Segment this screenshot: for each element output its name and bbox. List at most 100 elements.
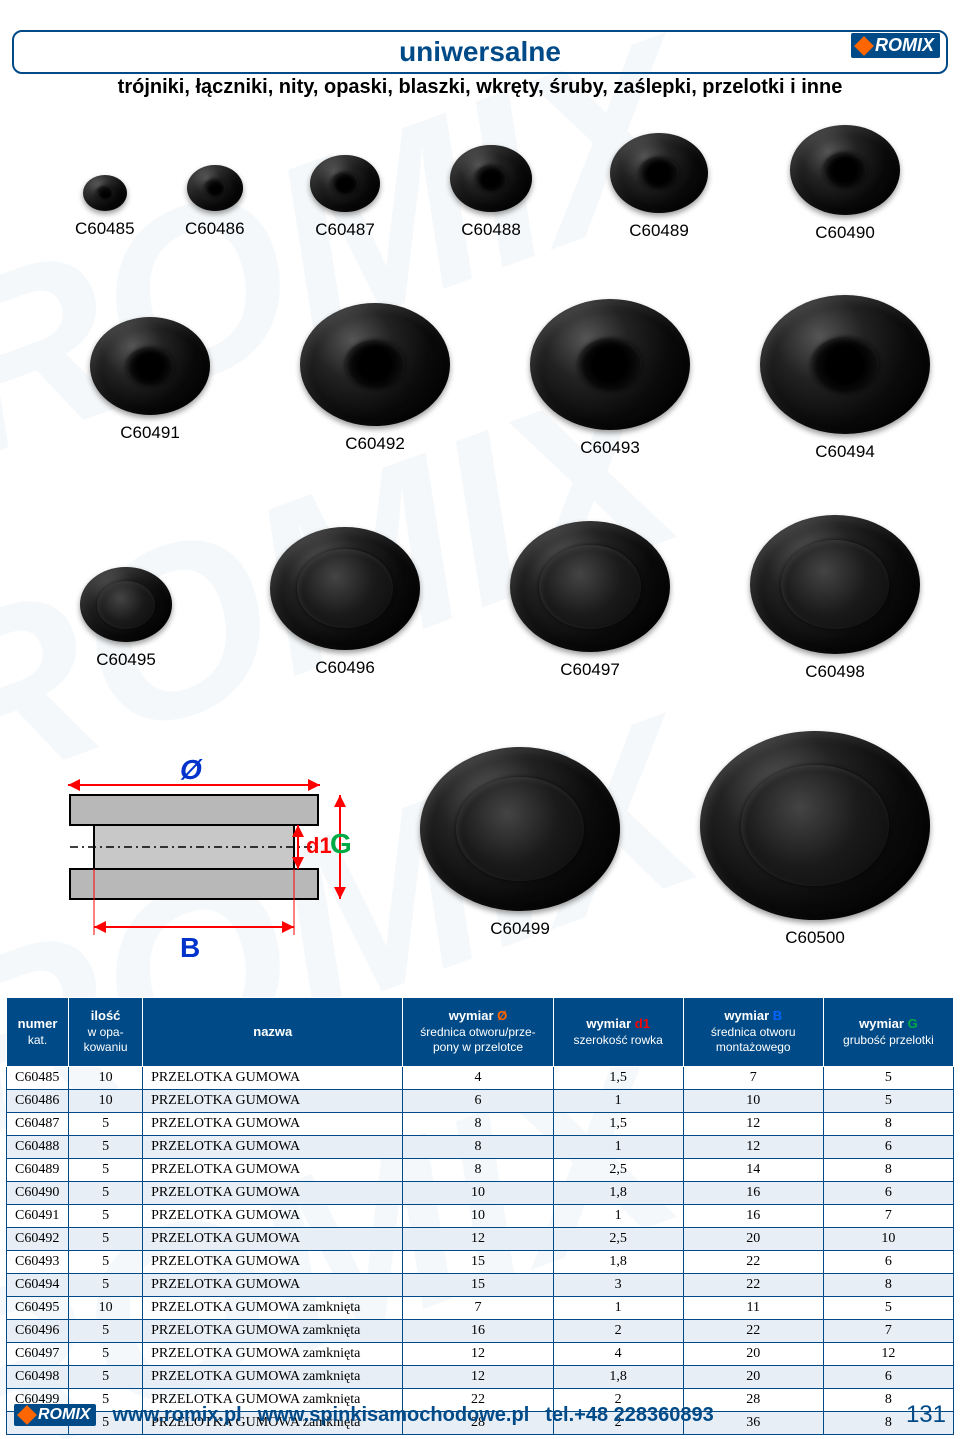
- table-cell: 1: [553, 1297, 683, 1320]
- brand-name: ROMIX: [875, 35, 934, 56]
- footer-url-1: www.romix.pl: [112, 1404, 241, 1427]
- table-cell: 1,5: [553, 1113, 683, 1136]
- grommet-image: [270, 527, 420, 650]
- table-cell: 4: [403, 1067, 553, 1090]
- table-cell: PRZELOTKA GUMOWA zamknięta: [143, 1343, 403, 1366]
- table-cell: 12: [403, 1228, 553, 1251]
- table-cell: 6: [403, 1090, 553, 1113]
- product-label: C60496: [270, 658, 420, 678]
- product-label: C60487: [310, 220, 380, 240]
- table-cell: 7: [823, 1320, 953, 1343]
- table-cell: C60496: [7, 1320, 69, 1343]
- table-cell: 1,5: [553, 1067, 683, 1090]
- table-cell: 1,8: [553, 1251, 683, 1274]
- table-cell: C60498: [7, 1366, 69, 1389]
- table-cell: 20: [683, 1366, 823, 1389]
- table-cell: 8: [823, 1274, 953, 1297]
- table-row: C604965PRZELOTKA GUMOWA zamknięta162227: [7, 1320, 954, 1343]
- table-cell: 5: [69, 1343, 143, 1366]
- table-cell: C60490: [7, 1182, 69, 1205]
- table-cell: 7: [823, 1205, 953, 1228]
- table-cell: PRZELOTKA GUMOWA: [143, 1090, 403, 1113]
- table-cell: 10: [69, 1297, 143, 1320]
- dimension-diagram: Ø d1 G B: [50, 757, 350, 982]
- product-label: C60497: [510, 660, 670, 680]
- table-cell: 3: [553, 1274, 683, 1297]
- table-body: C6048510PRZELOTKA GUMOWA41,575C6048610PR…: [7, 1067, 954, 1435]
- table-cell: C60485: [7, 1067, 69, 1090]
- footer-phone: tel.+48 228360893: [545, 1404, 714, 1427]
- product-C60487: C60487: [310, 155, 380, 240]
- table-cell: 20: [683, 1343, 823, 1366]
- table-cell: 5: [69, 1136, 143, 1159]
- product-C60495: C60495: [80, 567, 172, 670]
- table-cell: 10: [69, 1067, 143, 1090]
- table-cell: 15: [403, 1251, 553, 1274]
- product-C60499: C60499: [420, 747, 620, 939]
- table-row: C6049510PRZELOTKA GUMOWA zamknięta71115: [7, 1297, 954, 1320]
- grommet-image: [530, 299, 690, 430]
- product-label: C60489: [610, 221, 708, 241]
- table-cell: 10: [403, 1182, 553, 1205]
- table-row: C604885PRZELOTKA GUMOWA81126: [7, 1136, 954, 1159]
- grommet-image: [90, 317, 210, 415]
- product-label: C60490: [790, 223, 900, 243]
- table-cell: PRZELOTKA GUMOWA zamknięta: [143, 1320, 403, 1343]
- table-header: numerkat.: [7, 998, 69, 1067]
- grommet-image: [510, 521, 670, 652]
- table-header: wymiar Øśrednica otworu/prze-pony w prze…: [403, 998, 553, 1067]
- product-label: C60492: [300, 434, 450, 454]
- table-cell: 6: [823, 1366, 953, 1389]
- table-cell: 5: [69, 1366, 143, 1389]
- table-cell: PRZELOTKA GUMOWA: [143, 1113, 403, 1136]
- svg-text:d1: d1: [306, 833, 332, 858]
- table-cell: 5: [69, 1205, 143, 1228]
- product-label: C60488: [450, 220, 532, 240]
- table-cell: 5: [69, 1159, 143, 1182]
- table-cell: 8: [403, 1136, 553, 1159]
- product-gallery: Ø d1 G B C60485C60486C60487C60488C60489C…: [20, 107, 940, 997]
- page-title-box: uniwersalne: [12, 30, 948, 74]
- grommet-image: [450, 145, 532, 212]
- table-cell: PRZELOTKA GUMOWA: [143, 1136, 403, 1159]
- table-cell: 14: [683, 1159, 823, 1182]
- table-cell: 12: [403, 1366, 553, 1389]
- table-header: wymiar Bśrednica otworumontażowego: [683, 998, 823, 1067]
- grommet-image: [420, 747, 620, 911]
- table-cell: 16: [683, 1205, 823, 1228]
- table-cell: 6: [823, 1251, 953, 1274]
- svg-text:B: B: [180, 932, 200, 963]
- product-C60494: C60494: [760, 295, 930, 462]
- table-cell: C60489: [7, 1159, 69, 1182]
- grommet-image: [610, 133, 708, 213]
- table-header: wymiar d1szerokość rowka: [553, 998, 683, 1067]
- table-cell: 15: [403, 1274, 553, 1297]
- table-cell: 1: [553, 1090, 683, 1113]
- table-cell: 5: [823, 1090, 953, 1113]
- table-cell: 1: [553, 1136, 683, 1159]
- table-cell: 5: [69, 1228, 143, 1251]
- product-label: C60499: [420, 919, 620, 939]
- table-cell: 12: [823, 1343, 953, 1366]
- table-cell: PRZELOTKA GUMOWA zamknięta: [143, 1297, 403, 1320]
- table-cell: C60492: [7, 1228, 69, 1251]
- table-cell: 10: [69, 1090, 143, 1113]
- table-cell: 10: [823, 1228, 953, 1251]
- table-cell: 5: [69, 1251, 143, 1274]
- product-C60491: C60491: [90, 317, 210, 443]
- grommet-image: [310, 155, 380, 212]
- product-C60500: C60500: [700, 731, 930, 948]
- product-C60498: C60498: [750, 515, 920, 682]
- table-row: C6048610PRZELOTKA GUMOWA61105: [7, 1090, 954, 1113]
- table-cell: 22: [683, 1320, 823, 1343]
- grommet-image: [750, 515, 920, 654]
- table-cell: 2: [553, 1320, 683, 1343]
- table-header: wymiar Ggrubość przelotki: [823, 998, 953, 1067]
- table-cell: 2,5: [553, 1159, 683, 1182]
- table-cell: 12: [683, 1136, 823, 1159]
- grommet-image: [187, 165, 243, 211]
- page-subtitle: trójniki, łączniki, nity, opaski, blaszk…: [12, 76, 948, 99]
- table-cell: 10: [403, 1205, 553, 1228]
- table-cell: 1,8: [553, 1366, 683, 1389]
- table-cell: 2,5: [553, 1228, 683, 1251]
